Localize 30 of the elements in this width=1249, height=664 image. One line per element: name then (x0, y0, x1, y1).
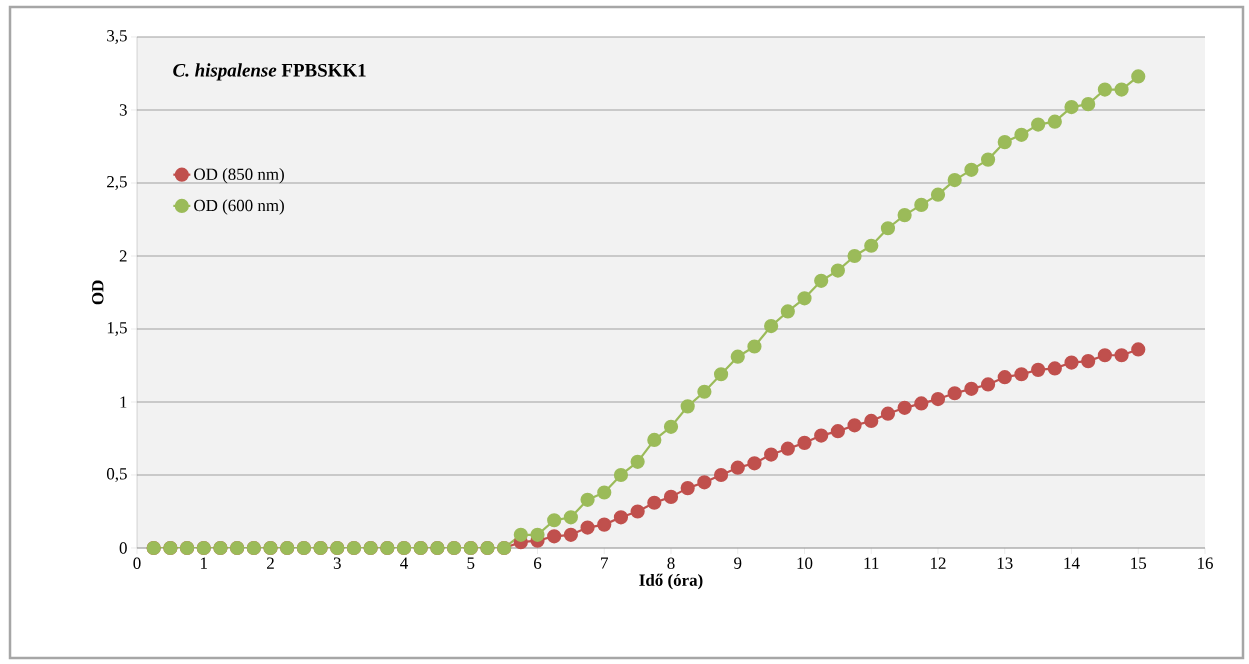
y-tick-label: 2,5 (107, 176, 127, 190)
x-tick-label: 9 (734, 557, 742, 569)
x-tick-label: 3 (333, 557, 341, 569)
y-tick-label: 0,5 (106, 468, 127, 482)
legend-label: OD (850 nm) (194, 168, 284, 184)
x-tick-label: 5 (467, 557, 475, 569)
x-tick-label: 6 (534, 557, 542, 569)
x-tick-label: 2 (267, 557, 274, 569)
x-tick-label: 14 (1064, 557, 1080, 569)
y-tick-label: 3 (119, 104, 127, 116)
y-tick-label: 1 (120, 396, 127, 408)
text: C. hispalense FPBSKK1 (173, 63, 366, 81)
x-tick-label: 11 (864, 557, 879, 569)
x-tick-label: 10 (797, 557, 813, 569)
y-tick-label: 0 (119, 542, 127, 554)
x-tick-label: 12 (931, 557, 946, 569)
x-tick-label: 7 (601, 557, 609, 569)
y-tick-label: 2 (119, 250, 127, 262)
y-tick-label: 3,5 (107, 30, 127, 44)
x-tick-label: 0 (133, 557, 141, 569)
x-axis-title: Idő (óra) (639, 573, 703, 590)
x-tick-label: 15 (1131, 557, 1147, 569)
y-axis-title: OD (92, 280, 104, 305)
x-tick-label: 8 (667, 557, 675, 569)
x-tick-label: 1 (201, 557, 207, 569)
x-tick-label: 13 (997, 557, 1013, 569)
y-tick-label: 1,5 (107, 322, 127, 336)
legend-label: OD (600 nm) (194, 199, 284, 215)
x-tick-label: 4 (400, 557, 408, 569)
x-tick-label: 16 (1198, 557, 1213, 569)
